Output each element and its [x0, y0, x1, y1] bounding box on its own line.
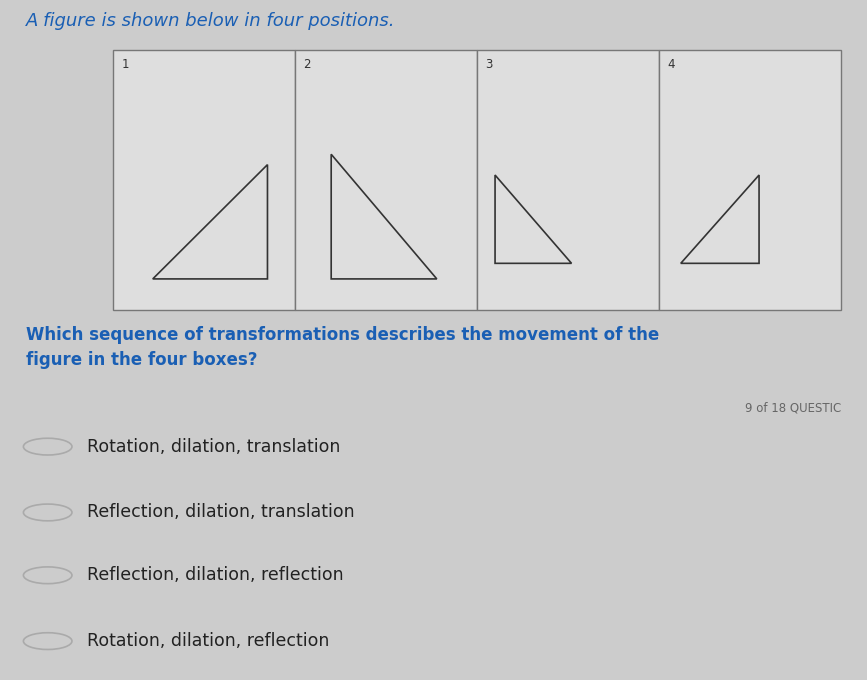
Text: 4: 4 [668, 58, 675, 71]
Text: Reflection, dilation, translation: Reflection, dilation, translation [87, 503, 355, 522]
Bar [295, 50, 477, 310]
Bar [113, 50, 295, 310]
Bar [659, 50, 841, 310]
Text: 3: 3 [486, 58, 493, 71]
Text: 9 of 18 QUESTIC: 9 of 18 QUESTIC [745, 402, 841, 415]
Text: A figure is shown below in four positions.: A figure is shown below in four position… [26, 12, 395, 30]
Text: Rotation, dilation, translation: Rotation, dilation, translation [87, 438, 340, 456]
Text: 2: 2 [303, 58, 311, 71]
Text: Which sequence of transformations describes the movement of the
figure in the fo: Which sequence of transformations descri… [26, 326, 659, 369]
Text: Rotation, dilation, reflection: Rotation, dilation, reflection [87, 632, 329, 650]
Bar [477, 50, 659, 310]
Text: Reflection, dilation, reflection: Reflection, dilation, reflection [87, 566, 343, 584]
Text: 1: 1 [121, 58, 129, 71]
